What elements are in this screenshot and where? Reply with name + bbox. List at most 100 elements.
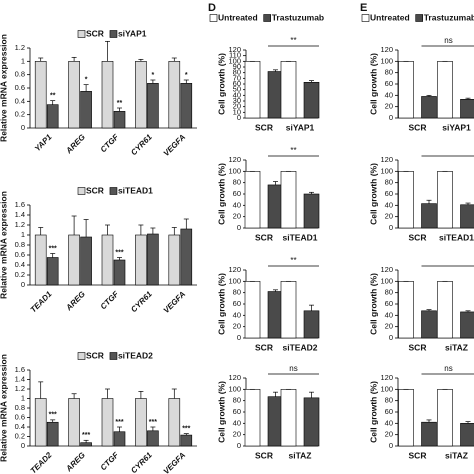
y-tick-label: 60 — [385, 407, 393, 416]
y-tick-label: 100 — [228, 56, 241, 65]
x-tick-label: SCR — [255, 122, 273, 132]
legend-swatch — [109, 187, 118, 195]
bar — [180, 228, 193, 286]
y-tick-label: 0.6 — [15, 412, 25, 421]
bar — [437, 171, 453, 229]
x-tick-label: SCR — [409, 232, 427, 242]
x-tick-label: AREG — [64, 290, 87, 313]
y-tick-label: 10 — [233, 107, 241, 116]
legend-label: siYAP1 — [118, 28, 147, 38]
bar — [34, 398, 47, 447]
legend-label: Trastuzumab — [272, 12, 324, 22]
bar — [280, 389, 297, 447]
x-tick-label: siYAP1 — [442, 122, 471, 132]
y-tick-label: 120 — [228, 265, 241, 274]
legend-swatch — [109, 30, 118, 38]
bar — [303, 397, 320, 447]
bar — [80, 442, 92, 447]
y-tick-label: 40 — [385, 90, 393, 99]
bar — [46, 104, 59, 129]
bar — [147, 83, 159, 129]
x-tick-label: siTEAD1 — [439, 232, 474, 242]
bar — [280, 61, 297, 119]
bar — [398, 171, 414, 229]
y-axis-label: Cell growth (%) — [216, 53, 226, 115]
bar — [135, 61, 147, 129]
y-tick-label: 120 — [228, 373, 241, 382]
y-tick-label: 100 — [380, 276, 393, 285]
x-tick-label: siTAZ — [289, 450, 312, 460]
significance: *** — [49, 245, 57, 252]
y-tick-label: 0 — [237, 441, 241, 450]
panel-label: D — [208, 2, 216, 14]
y-tick-label: 60 — [385, 189, 393, 198]
legend-label: Untreated — [218, 12, 258, 22]
y-axis-label: Relative mRNA expression — [0, 191, 8, 299]
y-tick-label: 40 — [233, 90, 241, 99]
bar — [113, 259, 126, 286]
x-tick-label: CTGF — [99, 450, 122, 473]
y-axis-label: Cell growth (%) — [216, 163, 226, 225]
y-tick-label: 1.4 — [15, 374, 25, 383]
y-tick-label: 100 — [380, 56, 393, 65]
significance: *** — [115, 249, 123, 256]
y-tick-label: 20 — [385, 322, 393, 331]
x-tick-label: CYR61 — [129, 289, 154, 314]
y-tick-label: 60 — [233, 299, 241, 308]
bar — [460, 99, 474, 119]
legend-label: siTEAD1 — [118, 185, 153, 195]
bar — [101, 61, 114, 129]
x-tick-label: TEAD1 — [29, 289, 54, 314]
y-tick-label: 0.2 — [15, 270, 25, 279]
y-tick-label: 1 — [21, 56, 25, 65]
bar — [244, 281, 261, 339]
bar — [460, 204, 474, 229]
significance: ** — [290, 36, 296, 45]
legend-label: siTEAD2 — [118, 350, 153, 360]
significance: ns — [444, 364, 452, 373]
x-tick-label: SCR — [255, 232, 273, 242]
legend-swatch — [77, 352, 86, 360]
bar — [244, 389, 261, 447]
bar — [168, 234, 181, 286]
y-tick-label: 40 — [385, 310, 393, 319]
y-tick-label: 80 — [385, 288, 393, 297]
y-tick-label: 20 — [385, 430, 393, 439]
bar — [280, 171, 297, 229]
x-tick-label: TEAD2 — [29, 450, 54, 474]
x-tick-label: VEGFA — [162, 450, 188, 474]
legend-swatch — [77, 30, 86, 38]
bar — [68, 61, 80, 129]
x-tick-label: YAP1 — [33, 132, 54, 153]
significance: ** — [117, 100, 123, 107]
legend-label: SCR — [86, 350, 104, 360]
legend-label: SCR — [86, 185, 104, 195]
y-tick-label: 100 — [380, 166, 393, 175]
bar — [421, 96, 437, 119]
x-tick-label: SCR — [255, 342, 273, 352]
y-tick-label: 100 — [228, 276, 241, 285]
y-tick-label: 30 — [233, 96, 241, 105]
bar — [80, 91, 92, 129]
bar — [147, 430, 159, 447]
y-tick-label: 60 — [233, 407, 241, 416]
y-tick-label: 100 — [380, 384, 393, 393]
legend-label: Trastuzumab — [424, 12, 474, 22]
bar — [460, 311, 474, 339]
bar — [101, 398, 114, 447]
y-tick-label: 40 — [385, 200, 393, 209]
bar — [147, 233, 159, 286]
y-axis-label: Cell growth (%) — [216, 273, 226, 335]
y-tick-label: 120 — [228, 45, 241, 54]
y-tick-label: 0.6 — [15, 250, 25, 259]
bar — [68, 398, 80, 447]
x-tick-label: VEGFA — [162, 132, 188, 158]
y-tick-label: 120 — [380, 155, 393, 164]
bar — [46, 421, 59, 447]
y-tick-label: 20 — [385, 102, 393, 111]
y-tick-label: 0.4 — [15, 422, 25, 431]
y-axis-label: Cell growth (%) — [368, 53, 378, 115]
y-tick-label: 80 — [233, 178, 241, 187]
y-tick-label: 0.2 — [15, 110, 25, 119]
bar — [421, 203, 437, 229]
